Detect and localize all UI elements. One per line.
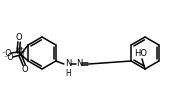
Text: HO: HO bbox=[134, 49, 148, 59]
Text: O: O bbox=[22, 65, 28, 74]
Text: H: H bbox=[65, 69, 71, 78]
Text: N: N bbox=[17, 50, 23, 59]
Text: O: O bbox=[16, 33, 22, 42]
Text: ⁻O: ⁻O bbox=[2, 48, 12, 58]
Text: +: + bbox=[19, 46, 24, 51]
Text: N: N bbox=[15, 48, 21, 57]
Text: ⁻O: ⁻O bbox=[4, 53, 14, 62]
Text: N: N bbox=[65, 59, 71, 69]
Text: +: + bbox=[21, 49, 26, 54]
Text: N: N bbox=[76, 59, 82, 69]
